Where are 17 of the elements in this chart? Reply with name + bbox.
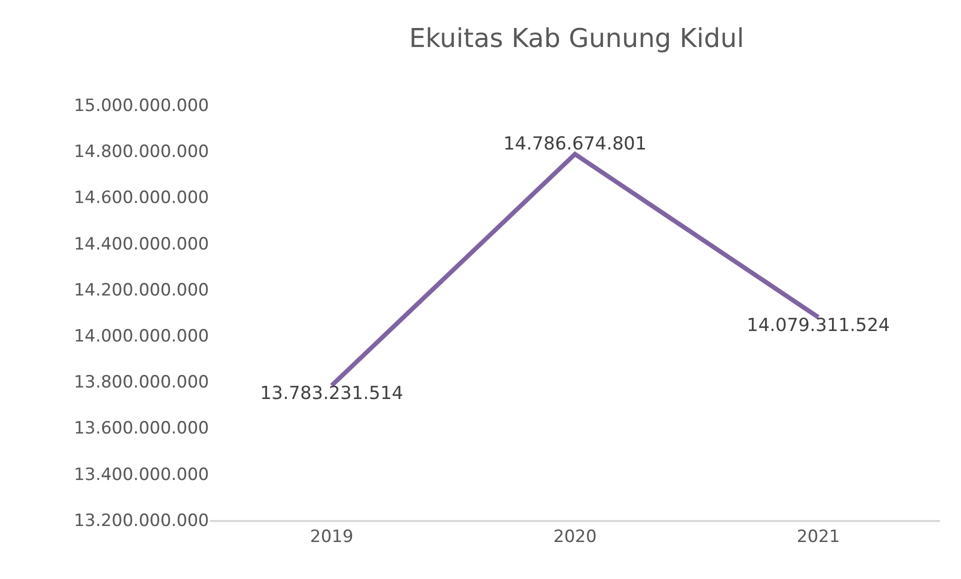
y-tick-label: 14.200.000.000 xyxy=(74,280,209,300)
y-tick-label: 13.600.000.000 xyxy=(74,418,209,439)
y-tick-label: 14.000.000.000 xyxy=(74,326,209,347)
data-label: 13.783.231.514 xyxy=(260,383,404,404)
y-tick-label: 13.400.000.000 xyxy=(74,464,209,485)
data-label: 14.786.674.801 xyxy=(503,134,647,155)
y-tick-label: 14.400.000.000 xyxy=(74,234,209,254)
x-tick-label: 2020 xyxy=(553,527,597,548)
x-tick-label: 2019 xyxy=(310,527,354,548)
y-tick-label: 13.800.000.000 xyxy=(74,372,209,393)
y-tick-label: 13.200.000.000 xyxy=(74,510,209,531)
y-tick-label: 15.000.000.000 xyxy=(74,96,209,116)
chart-title: Ekuitas Kab Gunung Kidul xyxy=(409,24,744,54)
data-label: 14.079.311.524 xyxy=(746,314,890,336)
x-tick-label: 2021 xyxy=(796,527,840,548)
y-tick-label: 14.800.000.000 xyxy=(74,142,209,162)
y-tick-label: 14.600.000.000 xyxy=(74,188,209,208)
